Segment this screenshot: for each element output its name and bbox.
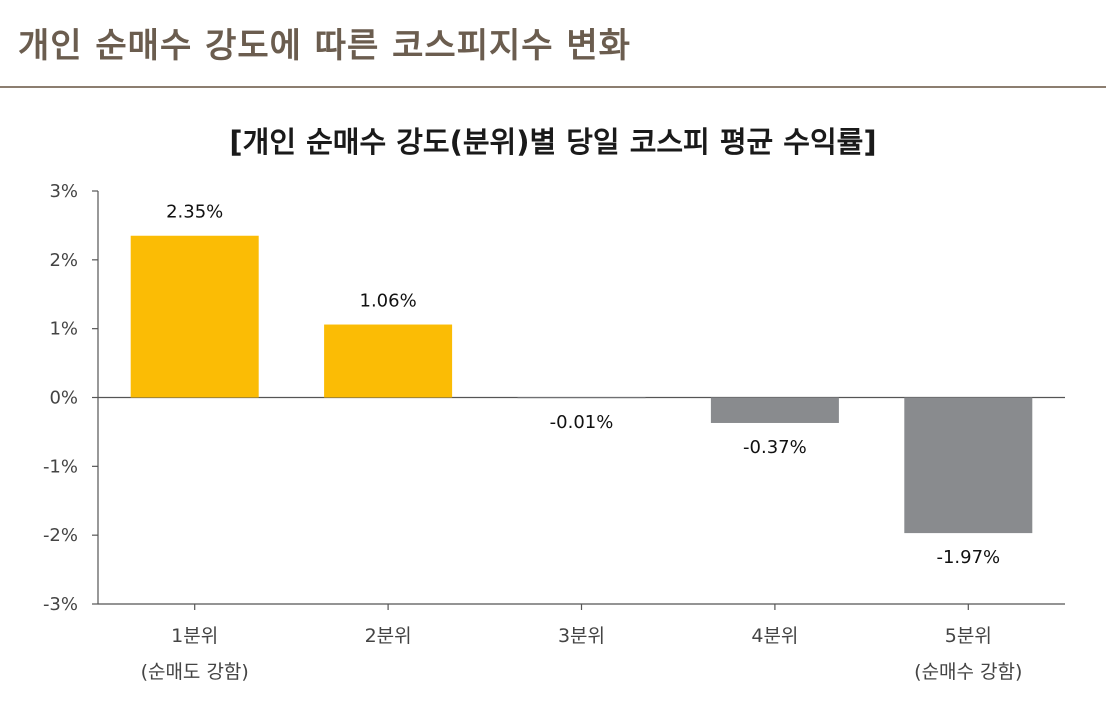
x-tick-sublabel: (순매수 강함) bbox=[914, 661, 1022, 683]
bar bbox=[324, 324, 453, 398]
y-tick-label: -2% bbox=[43, 525, 78, 546]
bar bbox=[710, 397, 839, 423]
data-label: 2.35% bbox=[166, 202, 223, 223]
title-divider bbox=[0, 86, 1106, 88]
data-label: 1.06% bbox=[360, 291, 417, 312]
y-tick-label: 2% bbox=[49, 250, 78, 271]
x-tick-label: 5분위 bbox=[945, 625, 992, 647]
x-tick-label: 1분위 bbox=[171, 625, 218, 647]
y-tick-label: 3% bbox=[49, 181, 78, 202]
data-label: -1.97% bbox=[936, 547, 1000, 568]
chart-title: [개인 순매수 강도(분위)별 당일 코스피 평균 수익률] bbox=[229, 125, 876, 159]
chart-data-labels: 2.35% 1.06% -0.01% -0.37% -1.97% bbox=[166, 202, 1000, 568]
x-tick-label: 2분위 bbox=[365, 625, 412, 647]
data-label: -0.37% bbox=[743, 437, 807, 458]
x-tick-sublabel: (순매도 강함) bbox=[141, 661, 249, 683]
bar bbox=[517, 397, 646, 399]
chart-axes: 3% 2% 1% 0% -1% -2% -3% 1분위 (순매도 강함) 2분위 3분위 4분위 5분위… bbox=[43, 181, 1065, 683]
data-label: -0.01% bbox=[550, 412, 614, 433]
y-tick-label: -3% bbox=[43, 594, 78, 615]
y-tick-label: -1% bbox=[43, 456, 78, 477]
y-tick-label: 1% bbox=[49, 319, 78, 340]
y-tick-label: 0% bbox=[49, 388, 78, 409]
chart-bars bbox=[130, 235, 1033, 534]
page-title: 개인 순매수 강도에 따른 코스피지수 변화 bbox=[18, 26, 631, 66]
x-tick-label: 3분위 bbox=[558, 625, 605, 647]
bar bbox=[130, 235, 259, 398]
bar bbox=[904, 397, 1033, 534]
x-tick-label: 4분위 bbox=[751, 625, 798, 647]
